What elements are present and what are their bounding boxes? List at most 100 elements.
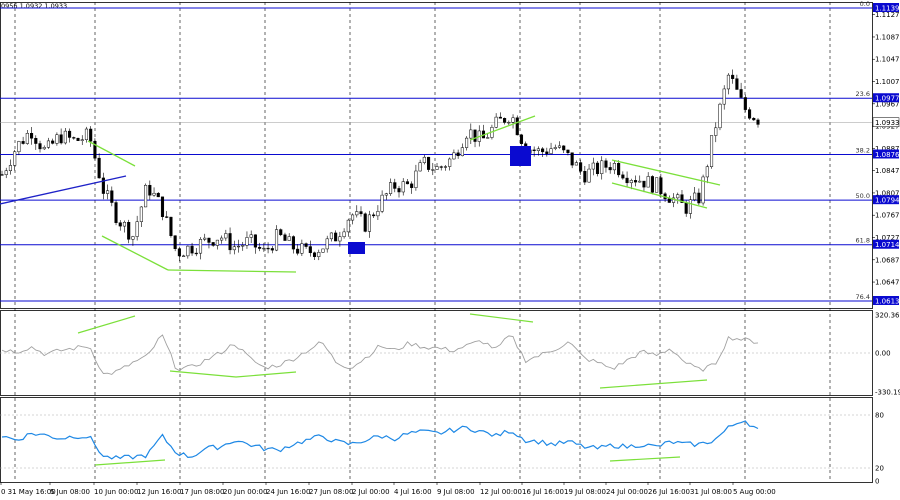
candle-body — [148, 184, 152, 196]
candle-body — [13, 151, 17, 166]
candle-body — [507, 121, 511, 124]
candle-body — [541, 148, 545, 153]
candle-body — [8, 165, 12, 171]
y-tick-label: 1.0807 — [875, 189, 900, 197]
candle-body — [46, 140, 51, 148]
candle-body — [680, 194, 684, 203]
candle-body — [638, 180, 642, 183]
candle-body — [253, 234, 257, 248]
candle-body — [511, 117, 515, 123]
candle-body — [633, 180, 638, 183]
candle-body — [452, 152, 456, 160]
candle-body — [325, 238, 329, 250]
x-tick-label: 0 31 May 16:00 — [1, 488, 56, 496]
candle-body — [536, 148, 540, 151]
candle-body — [456, 152, 460, 157]
candle-body — [232, 246, 236, 251]
candle-body — [646, 176, 650, 188]
candle-body — [367, 214, 371, 232]
y-tick-label: 1.0767 — [875, 212, 900, 220]
candles — [0, 69, 760, 262]
candle-body — [308, 246, 312, 254]
x-tick-label: 12 Jun 16:00 — [137, 488, 181, 496]
candle-body — [135, 221, 139, 237]
candle-body — [21, 141, 25, 144]
candle-body — [34, 138, 38, 144]
candle-body — [384, 193, 388, 196]
candle-body — [553, 147, 557, 149]
price-label-box — [873, 3, 899, 12]
candle-body — [110, 190, 114, 203]
candle-body — [642, 180, 646, 188]
candle-body — [55, 134, 59, 144]
candle-body — [401, 181, 405, 193]
candle-body — [177, 248, 181, 257]
candle-body — [587, 168, 591, 183]
candle-body — [625, 177, 629, 184]
candle-body — [72, 137, 76, 139]
x-tick-label: 17 Jun 08:00 — [180, 488, 224, 496]
candle-body — [650, 176, 654, 193]
candle-body — [600, 160, 604, 174]
price-label-text: 1.0876 — [875, 151, 900, 159]
candle-body — [748, 109, 752, 119]
price-label-box — [872, 117, 900, 127]
candle-body — [709, 135, 714, 167]
candle-body — [338, 236, 342, 242]
candle-body — [515, 117, 519, 136]
candle-body — [422, 156, 426, 163]
candle-body — [570, 152, 574, 166]
candle-body — [439, 166, 443, 168]
candle-body — [127, 221, 131, 240]
candle-body — [270, 248, 274, 251]
candle-body — [431, 169, 435, 171]
rsi-divergence-line — [609, 456, 681, 462]
candle-body — [465, 137, 469, 148]
candle-body — [152, 192, 156, 196]
y-tick-label: 1.0967 — [875, 100, 900, 108]
candle-body — [274, 229, 279, 251]
fib-level-label: 23.6 — [856, 90, 870, 98]
candle-body — [266, 247, 270, 250]
candle-body — [659, 177, 663, 195]
candle-body — [317, 252, 321, 257]
candle-body — [705, 166, 709, 178]
candle-body — [486, 137, 490, 139]
candle-body — [346, 219, 350, 233]
y-tick-label: 1.0847 — [875, 167, 900, 175]
candle-body — [608, 167, 612, 171]
cci-line — [1, 334, 759, 375]
candle-body — [688, 199, 692, 214]
candle-body — [574, 162, 578, 166]
candle-body — [312, 252, 317, 257]
candle-body — [503, 118, 507, 123]
candle-body — [296, 248, 300, 254]
candle-body — [220, 237, 224, 241]
x-tick-label: 19 Jul 08:00 — [564, 488, 606, 496]
candle-body — [194, 252, 198, 255]
fib-level-label: 0.0 — [860, 0, 870, 8]
candle-body — [173, 235, 177, 249]
candle-body — [410, 183, 414, 188]
candle-body — [291, 236, 295, 250]
candle-body — [595, 162, 600, 174]
candle-body — [84, 128, 89, 140]
candle-body — [359, 211, 363, 215]
candle-body — [604, 160, 608, 168]
fib-level-label: 61.8 — [856, 237, 870, 245]
candle-body — [752, 117, 756, 121]
candle-body — [617, 163, 621, 176]
candle-body — [169, 216, 173, 236]
candle-body — [97, 157, 101, 179]
cci-divergence-line — [77, 315, 136, 334]
trend-line — [0, 175, 127, 205]
candle-body — [106, 190, 110, 194]
candle-body — [355, 211, 359, 216]
candle-body — [89, 128, 93, 142]
candle-body — [397, 188, 401, 193]
candle-body — [101, 177, 105, 194]
candle-body — [427, 156, 431, 170]
price-label-box — [873, 296, 899, 305]
candle-body — [549, 148, 553, 154]
candle-body — [42, 147, 46, 150]
